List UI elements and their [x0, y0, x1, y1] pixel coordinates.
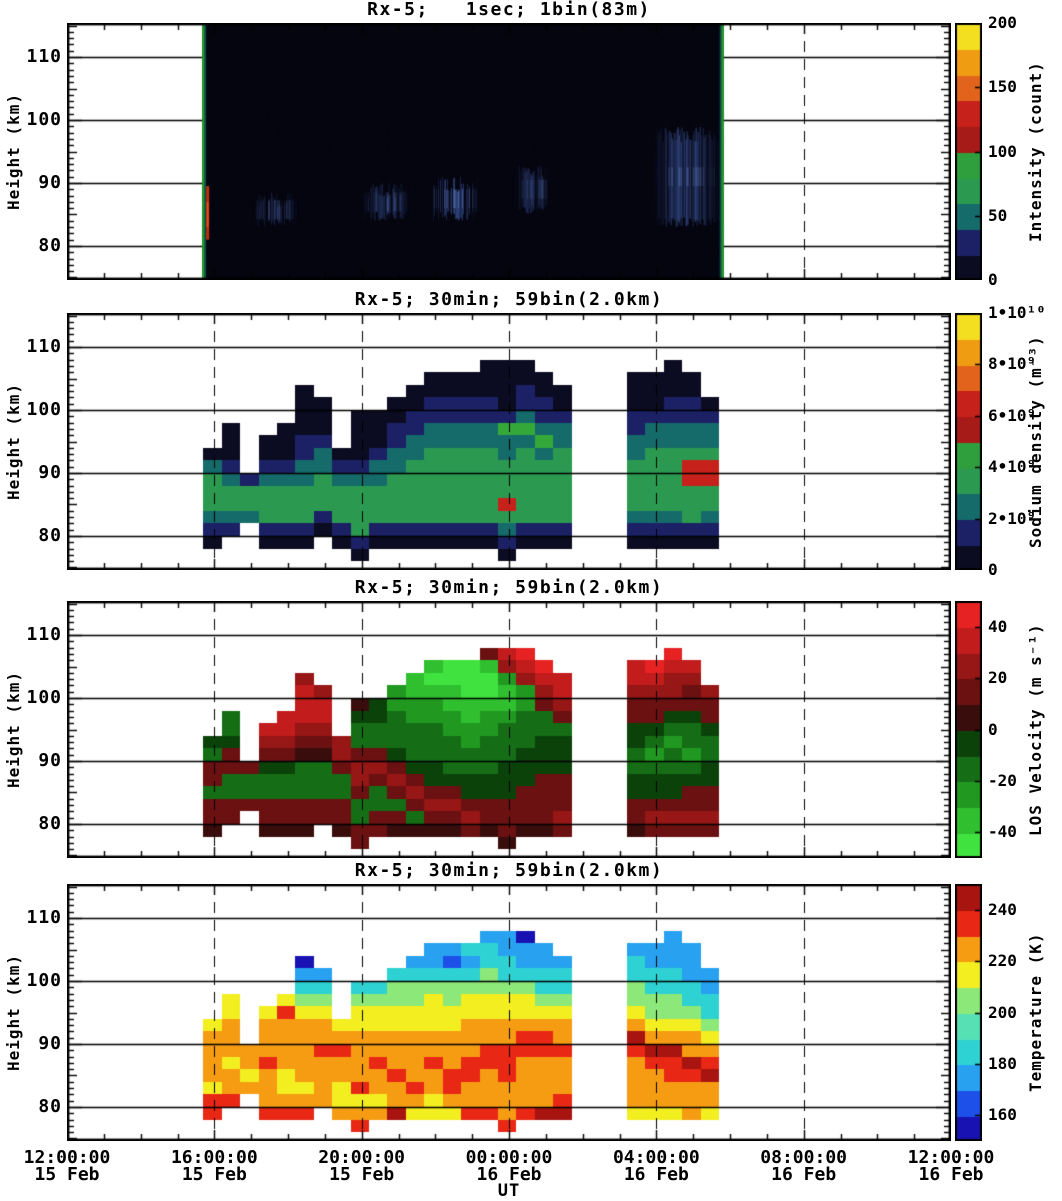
colorbar-tick-label: 200: [988, 13, 1017, 32]
panel-title: Rx-5; 30min; 59bin(2.0km): [354, 577, 664, 598]
colorbar-tick-label: -40: [988, 822, 1017, 842]
y-tick-label: 90: [38, 749, 62, 771]
intensity-colorbar-canvas: [955, 23, 982, 280]
colorbar-tick-label: 240: [988, 899, 1017, 919]
panel-los-velocity: Rx-5; 30min; 59bin(2.0km) Height (km) LO…: [0, 577, 1062, 858]
x-tick-time: 20:00:00: [318, 1147, 405, 1168]
y-tick-label: 100: [26, 109, 62, 130]
colorbar-tick-label: 20: [988, 668, 1008, 688]
y-tick-label: 90: [38, 461, 62, 483]
colorbar-title: Intensity (count): [1026, 61, 1045, 242]
x-tick-date: 16 Feb: [771, 1164, 837, 1185]
panel-intensity: Rx-5; 1sec; 1bin(83m) Height (km) Intens…: [0, 0, 1062, 289]
x-tick-time: 04:00:00: [612, 1147, 700, 1168]
colorbar-title: LOS Velocity (m s⁻¹): [1026, 623, 1045, 836]
y-tick-label: 110: [26, 336, 62, 357]
y-tick-label: 90: [38, 171, 62, 193]
y-tick-label: 80: [38, 1095, 62, 1117]
y-tick-label: 80: [38, 524, 62, 546]
x-tick-time: 16:00:00: [170, 1147, 258, 1168]
x-axis-title: UT: [497, 1181, 521, 1201]
panel-temperature: Rx-5; 30min; 59bin(2.0km) Height (km) Te…: [0, 860, 1062, 1141]
colorbar-tick-label: 2•10⁹: [988, 508, 1037, 528]
colorbar-tick-label: 100: [988, 141, 1017, 161]
colorbar-tick-label: 150: [988, 77, 1017, 97]
colorbar-title: Sodium density (m⁻³): [1026, 335, 1045, 548]
temperature-colorbar-canvas: [955, 884, 982, 1141]
y-tick-label: 110: [26, 907, 62, 928]
colorbar-tick-label: 0: [988, 270, 998, 289]
y-tick-label: 90: [38, 1032, 62, 1054]
x-tick-date: 15 Feb: [181, 1164, 247, 1185]
colorbar-tick-label: 8•10⁹: [988, 354, 1037, 374]
y-tick-label: 80: [38, 812, 62, 834]
x-tick-time: 12:00:00: [23, 1147, 111, 1168]
y-tick-label: 100: [26, 687, 62, 708]
x-tick-date: 15 Feb: [34, 1164, 100, 1185]
panel-sodium-density: Rx-5; 30min; 59bin(2.0km) Height (km) So…: [0, 289, 1062, 579]
y-tick-label: 110: [26, 624, 62, 645]
x-tick-time: 12:00:00: [907, 1147, 995, 1168]
colorbar-tick-label: 200: [988, 1002, 1017, 1022]
panel-title: Rx-5; 30min; 59bin(2.0km): [354, 860, 664, 881]
colorbar-tick-label: 0: [988, 560, 998, 579]
colorbar-tick-label: 160: [988, 1105, 1017, 1125]
colorbar-tick-label: 220: [988, 951, 1017, 971]
x-tick-date: 16 Feb: [476, 1164, 542, 1185]
x-tick-time: 08:00:00: [760, 1147, 847, 1168]
los-velocity-colorbar-canvas: [955, 601, 982, 858]
panel-title: Rx-5; 30min; 59bin(2.0km): [354, 289, 664, 310]
intensity-heatmap-canvas: [67, 23, 951, 280]
temperature-heatmap-canvas: [67, 884, 951, 1141]
los-velocity-heatmap-canvas: [67, 601, 951, 858]
colorbar-tick-label: -20: [988, 770, 1017, 790]
y-tick-label: 100: [26, 399, 62, 420]
colorbar-tick-label: 50: [988, 205, 1008, 225]
x-tick-date: 15 Feb: [329, 1164, 395, 1185]
sodium-density-colorbar-canvas: [955, 313, 982, 570]
colorbar-tick-label: 40: [988, 616, 1008, 636]
colorbar-title: Temperature (K): [1026, 932, 1045, 1093]
x-tick-date: 16 Feb: [918, 1164, 984, 1185]
y-tick-label: 80: [38, 234, 62, 256]
colorbar-tick-label: 4•10⁹: [988, 457, 1037, 477]
y-tick-label: 100: [26, 970, 62, 991]
colorbar-tick-label: 180: [988, 1053, 1017, 1073]
colorbar-tick-label: 0: [988, 719, 998, 739]
x-tick-time: 00:00:00: [465, 1147, 553, 1168]
y-tick-label: 110: [26, 46, 62, 67]
sodium-density-heatmap-canvas: [67, 313, 951, 570]
colorbar-tick-label: 1•10¹⁰: [988, 303, 1046, 322]
x-tick-date: 16 Feb: [623, 1164, 689, 1185]
panel-title: Rx-5; 1sec; 1bin(83m): [367, 0, 651, 20]
colorbar-tick-label: 6•10⁹: [988, 405, 1037, 425]
